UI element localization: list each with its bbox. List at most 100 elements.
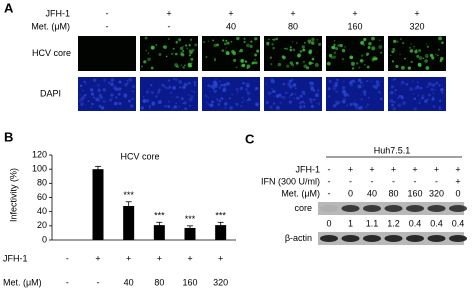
speck bbox=[316, 102, 318, 105]
speck bbox=[366, 52, 370, 56]
speck bbox=[372, 84, 376, 89]
speck bbox=[229, 106, 233, 110]
speck bbox=[304, 42, 306, 44]
speck bbox=[246, 99, 249, 102]
speck bbox=[183, 101, 187, 105]
speck bbox=[114, 87, 119, 92]
speck bbox=[118, 80, 122, 84]
speck bbox=[333, 51, 337, 55]
speck bbox=[365, 105, 368, 108]
speck bbox=[419, 86, 423, 90]
speck bbox=[292, 41, 294, 43]
speck bbox=[151, 101, 155, 105]
condition-label: - bbox=[328, 164, 331, 174]
speck bbox=[333, 84, 336, 88]
speck bbox=[331, 46, 335, 49]
band bbox=[341, 205, 360, 212]
condition-label: + bbox=[352, 8, 357, 18]
speck bbox=[332, 86, 336, 91]
speck bbox=[180, 64, 183, 66]
speck bbox=[216, 99, 219, 102]
speck bbox=[212, 39, 215, 42]
x-tick-label: - bbox=[97, 277, 100, 287]
speck bbox=[292, 48, 296, 52]
image-row-label: DAPI bbox=[40, 88, 61, 98]
speck bbox=[427, 98, 429, 101]
speck bbox=[422, 57, 425, 59]
speck bbox=[269, 56, 273, 59]
speck bbox=[79, 93, 81, 96]
speck bbox=[412, 80, 414, 83]
speck bbox=[233, 58, 237, 62]
speck bbox=[396, 40, 399, 43]
band-quantification: 0 bbox=[326, 218, 331, 228]
speck bbox=[188, 81, 191, 85]
speck bbox=[168, 80, 170, 82]
speck bbox=[341, 48, 346, 53]
speck bbox=[178, 79, 182, 84]
speck bbox=[314, 63, 319, 67]
speck bbox=[311, 37, 315, 42]
speck bbox=[349, 56, 351, 59]
speck bbox=[407, 66, 411, 70]
speck bbox=[149, 107, 151, 109]
condition-label: 40 bbox=[367, 188, 377, 198]
speck bbox=[178, 106, 181, 108]
speck bbox=[275, 37, 278, 41]
x-tick-label: + bbox=[126, 253, 131, 263]
speck bbox=[180, 51, 184, 55]
speck bbox=[102, 88, 107, 92]
speck bbox=[334, 81, 338, 85]
speck bbox=[371, 46, 376, 51]
speck bbox=[310, 105, 313, 107]
speck bbox=[360, 81, 363, 84]
speck bbox=[148, 88, 150, 90]
speck bbox=[171, 96, 173, 98]
speck bbox=[147, 52, 149, 54]
speck bbox=[80, 97, 85, 102]
y-tick-label: 80 bbox=[37, 178, 47, 188]
speck bbox=[157, 100, 162, 105]
speck bbox=[255, 103, 258, 106]
speck bbox=[224, 50, 227, 52]
band-quantification: 1.1 bbox=[366, 218, 379, 228]
speck bbox=[222, 39, 225, 42]
speck bbox=[190, 57, 194, 61]
speck bbox=[218, 86, 222, 89]
speck bbox=[179, 86, 182, 89]
speck bbox=[175, 102, 177, 105]
speck bbox=[265, 83, 268, 85]
blot-header: Huh7.5.1 bbox=[374, 145, 411, 155]
speck bbox=[311, 62, 314, 65]
speck bbox=[113, 101, 118, 106]
speck bbox=[379, 81, 382, 83]
speck bbox=[309, 81, 314, 86]
speck bbox=[239, 48, 244, 53]
speck bbox=[79, 84, 83, 88]
speck bbox=[356, 62, 359, 65]
speck bbox=[254, 58, 257, 61]
speck bbox=[391, 50, 395, 54]
speck bbox=[308, 42, 311, 44]
significance-label: *** bbox=[154, 211, 165, 221]
speck bbox=[145, 90, 150, 94]
speck bbox=[174, 78, 178, 81]
chart-title: HCV core bbox=[120, 151, 159, 161]
speck bbox=[174, 52, 178, 56]
speck bbox=[295, 87, 297, 90]
speck bbox=[150, 45, 155, 50]
speck bbox=[110, 93, 114, 97]
speck bbox=[301, 100, 304, 104]
speck bbox=[244, 60, 248, 63]
speck bbox=[333, 82, 335, 85]
speck bbox=[205, 101, 208, 104]
x-tick-label: + bbox=[187, 253, 192, 263]
speck bbox=[82, 90, 84, 92]
speck bbox=[214, 85, 217, 88]
speck bbox=[158, 53, 162, 56]
speck bbox=[231, 93, 234, 96]
speck bbox=[240, 59, 244, 63]
speck bbox=[347, 94, 350, 97]
speck bbox=[98, 87, 100, 90]
